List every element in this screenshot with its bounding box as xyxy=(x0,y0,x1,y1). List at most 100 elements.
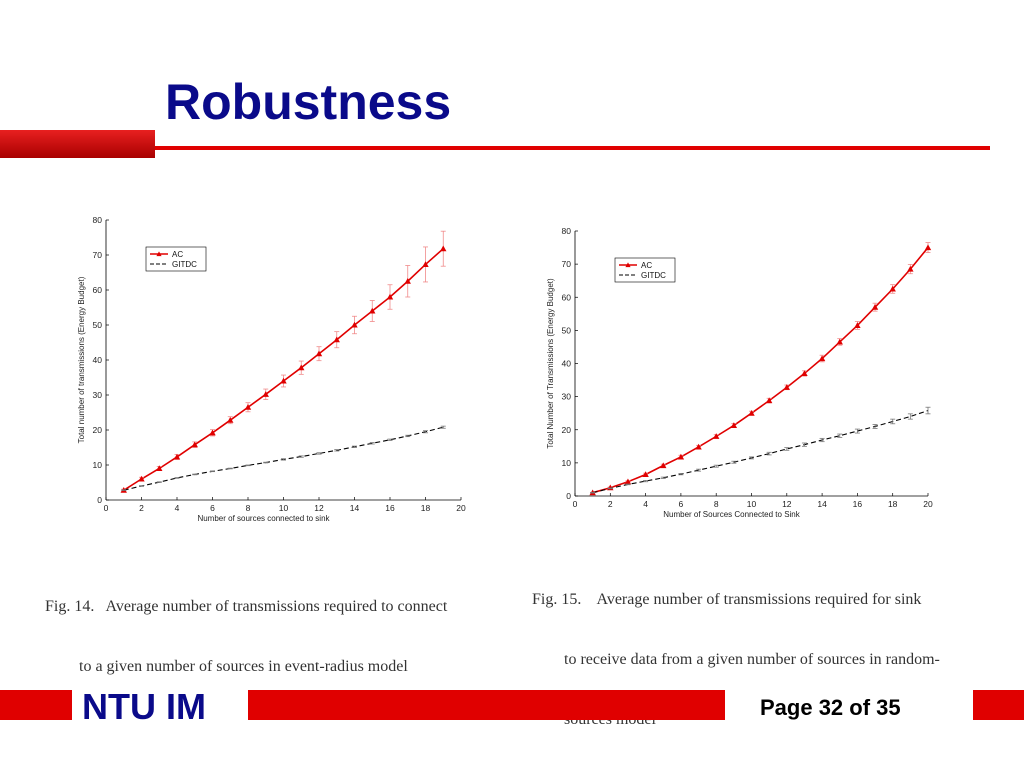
data-point-ac xyxy=(422,261,429,268)
y-tick-label: 30 xyxy=(562,392,572,402)
data-point-ac xyxy=(138,475,145,482)
y-tick-label: 0 xyxy=(566,491,571,501)
legend-marker-ac xyxy=(156,251,162,257)
y-tick-label: 20 xyxy=(93,425,103,435)
x-tick-label: 4 xyxy=(643,499,648,509)
data-point-ac xyxy=(244,404,252,410)
footer-right-bar xyxy=(973,690,1024,720)
x-tick-label: 8 xyxy=(714,499,719,509)
data-point-ac xyxy=(854,322,861,328)
legend-label-ac: AC xyxy=(641,261,652,270)
data-point-ac xyxy=(227,417,234,423)
data-point-ac xyxy=(818,355,826,362)
data-point-ac xyxy=(209,429,216,436)
x-tick-label: 4 xyxy=(175,503,180,513)
footer-left-bar xyxy=(0,690,72,720)
data-point-ac xyxy=(642,471,649,478)
slide-title: Robustness xyxy=(165,74,452,130)
data-point-ac xyxy=(351,321,358,328)
title-accent-block xyxy=(0,130,155,158)
data-point-ac xyxy=(713,433,720,439)
y-tick-label: 70 xyxy=(562,259,572,269)
x-tick-label: 10 xyxy=(279,503,289,513)
y-tick-label: 80 xyxy=(562,226,572,236)
data-point-ac xyxy=(924,244,932,251)
x-tick-label: 14 xyxy=(350,503,360,513)
y-axis-label: Total number of transmissions (Energy Bu… xyxy=(77,276,86,443)
x-tick-label: 6 xyxy=(679,499,684,509)
chart-fig14: 0 2 4 6 8 10 12 14 16 18 20 0 10 20 30 40 50 60 70 80 Number… xyxy=(60,205,480,535)
data-point-ac xyxy=(783,384,790,390)
data-point-ac xyxy=(156,465,163,472)
data-point-ac xyxy=(173,453,181,460)
data-point-ac xyxy=(836,338,843,345)
legend-label-gitdc: GITDC xyxy=(641,271,666,280)
legend-box xyxy=(145,246,207,272)
data-point-ac xyxy=(748,409,755,416)
title-underline xyxy=(155,146,990,150)
y-axis-label: Total Number of Transmissions (Energy Bu… xyxy=(546,278,555,449)
data-point-ac xyxy=(191,441,198,448)
x-tick-label: 6 xyxy=(210,503,215,513)
data-point-ac xyxy=(369,307,376,314)
series-line-ac xyxy=(592,247,929,494)
y-tick-label: 40 xyxy=(562,359,572,369)
x-tick-label: 2 xyxy=(608,499,613,509)
y-tick-label: 60 xyxy=(562,292,572,302)
data-point-ac xyxy=(677,453,685,460)
footer-brand: NTU IM xyxy=(82,686,206,727)
data-point-ac xyxy=(315,350,323,357)
data-point-ac xyxy=(801,370,808,376)
y-tick-label: 30 xyxy=(93,390,103,400)
data-point-ac xyxy=(765,397,773,404)
x-tick-label: 12 xyxy=(782,499,792,509)
chart-fig14-svg: 0 2 4 6 8 10 12 14 16 18 20 0 10 20 30 40 50 60 70 80 Number… xyxy=(77,215,466,523)
x-tick-label: 16 xyxy=(385,503,395,513)
y-tick-label: 40 xyxy=(93,355,103,365)
data-point-ac xyxy=(889,285,896,292)
legend-label-gitdc: GITDC xyxy=(172,260,197,269)
y-tick-label: 10 xyxy=(562,458,572,468)
data-point-ac xyxy=(262,391,269,397)
data-point-ac xyxy=(660,462,667,469)
series-line-gitdc xyxy=(592,410,929,494)
data-point-ac xyxy=(333,336,340,343)
caption-fig14-line-2: to a given number of sources in event-ra… xyxy=(79,658,408,675)
x-tick-label: 2 xyxy=(139,503,144,513)
chart-fig15-svg: 0 2 4 6 8 10 12 14 16 18 20 0 10 20 30 40 50 60 70 80 Number… xyxy=(546,226,933,519)
x-tick-label: 10 xyxy=(747,499,757,509)
x-tick-label: 18 xyxy=(421,503,431,513)
caption-fig14: Fig. 14. Average number of transmissions… xyxy=(45,557,447,697)
x-axis-label: Number of sources connected to sink xyxy=(197,514,330,523)
y-tick-label: 70 xyxy=(93,250,103,260)
x-tick-label: 14 xyxy=(817,499,827,509)
data-point-ac xyxy=(404,278,411,284)
data-point-ac xyxy=(440,245,447,252)
caption-fig14-line-1: Fig. 14. Average number of transmissions… xyxy=(45,598,448,615)
x-tick-label: 16 xyxy=(853,499,863,509)
data-point-ac xyxy=(624,478,632,485)
legend-box xyxy=(614,257,676,283)
legend-label-ac: AC xyxy=(172,250,183,259)
y-tick-label: 0 xyxy=(97,495,102,505)
data-point-ac xyxy=(871,303,879,310)
legend-marker-ac xyxy=(625,262,631,268)
caption-fig15-line-1: Fig. 15. Average number of transmissions… xyxy=(532,591,922,608)
x-tick-label: 12 xyxy=(314,503,324,513)
x-tick-label: 18 xyxy=(888,499,898,509)
y-tick-label: 60 xyxy=(93,285,103,295)
x-tick-label: 8 xyxy=(246,503,251,513)
y-tick-label: 20 xyxy=(562,425,572,435)
x-tick-label: 20 xyxy=(456,503,466,513)
x-axis-label: Number of Sources Connected to Sink xyxy=(663,510,801,519)
data-point-ac xyxy=(730,422,738,429)
data-point-ac xyxy=(298,364,305,371)
chart-fig15: 0 2 4 6 8 10 12 14 16 18 20 0 10 20 30 40 50 60 70 80 Number… xyxy=(530,218,950,538)
x-tick-label: 0 xyxy=(573,499,578,509)
data-point-ac xyxy=(907,265,914,272)
data-point-ac xyxy=(280,377,287,384)
caption-fig15-line-2: to receive data from a given number of s… xyxy=(564,651,940,668)
x-tick-label: 0 xyxy=(104,503,109,513)
data-point-ac xyxy=(386,293,394,300)
y-tick-label: 50 xyxy=(562,325,572,335)
